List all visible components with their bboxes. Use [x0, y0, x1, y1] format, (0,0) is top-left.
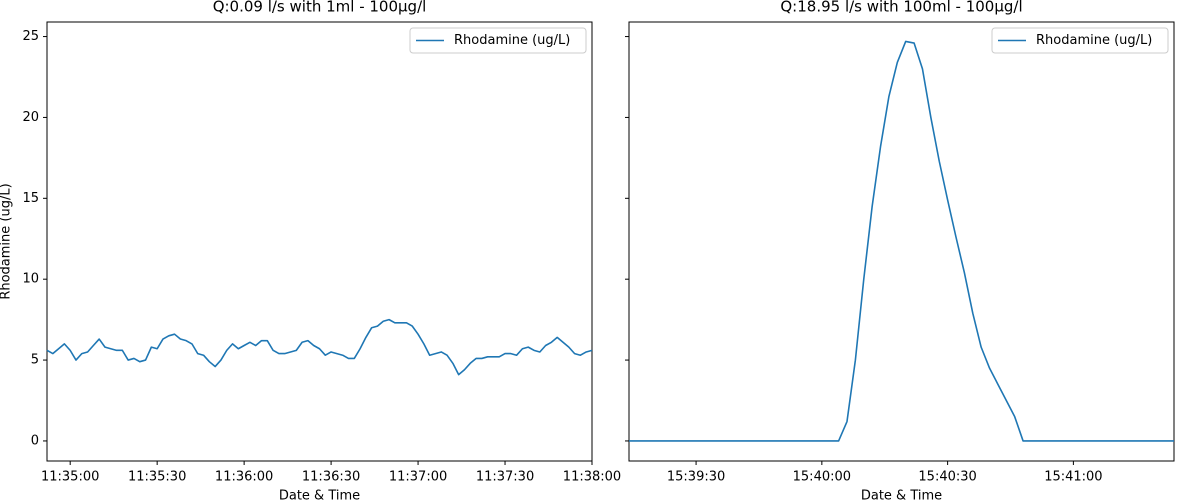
- legend-label: Rhodamine (ug/L): [454, 33, 570, 48]
- x-tick-label: 11:36:00: [215, 470, 273, 485]
- x-tick-label: 11:36:30: [302, 470, 360, 485]
- plot-area: [628, 21, 1175, 462]
- y-tick-label: 10: [22, 272, 39, 287]
- y-tick-label: 15: [22, 191, 39, 206]
- x-tick-label: 11:37:00: [389, 470, 447, 485]
- x-tick-label: 15:40:00: [793, 470, 851, 485]
- data-line: [629, 40, 1174, 442]
- y-tick-label: 20: [22, 110, 39, 125]
- x-tick-label: 11:38:00: [563, 470, 621, 485]
- legend: [409, 27, 587, 54]
- y-tick-label: 5: [31, 353, 39, 368]
- y-tick-label: 0: [31, 433, 39, 448]
- x-axis-label: Date & Time: [861, 489, 942, 500]
- legend: [991, 27, 1169, 54]
- plot-area: [46, 21, 593, 462]
- legend-label: Rhodamine (ug/L): [1036, 33, 1152, 48]
- x-tick-label: 11:37:30: [476, 470, 534, 485]
- y-axis-label: Rhodamine (ug/L): [0, 183, 14, 299]
- chart-title: Q:0.09 l/s with 1ml - 100μg/l: [213, 0, 427, 16]
- x-tick-label: 15:39:30: [667, 470, 725, 485]
- x-tick-label: 15:40:30: [918, 470, 976, 485]
- chart-title: Q:18.95 l/s with 100ml - 100μg/l: [780, 0, 1022, 16]
- data-line: [46, 318, 593, 376]
- x-tick-label: 15:41:00: [1044, 470, 1102, 485]
- y-tick-label: 25: [22, 29, 39, 44]
- x-tick-label: 11:35:30: [128, 470, 186, 485]
- x-tick-label: 11:35:00: [41, 470, 99, 485]
- x-axis-label: Date & Time: [279, 489, 360, 500]
